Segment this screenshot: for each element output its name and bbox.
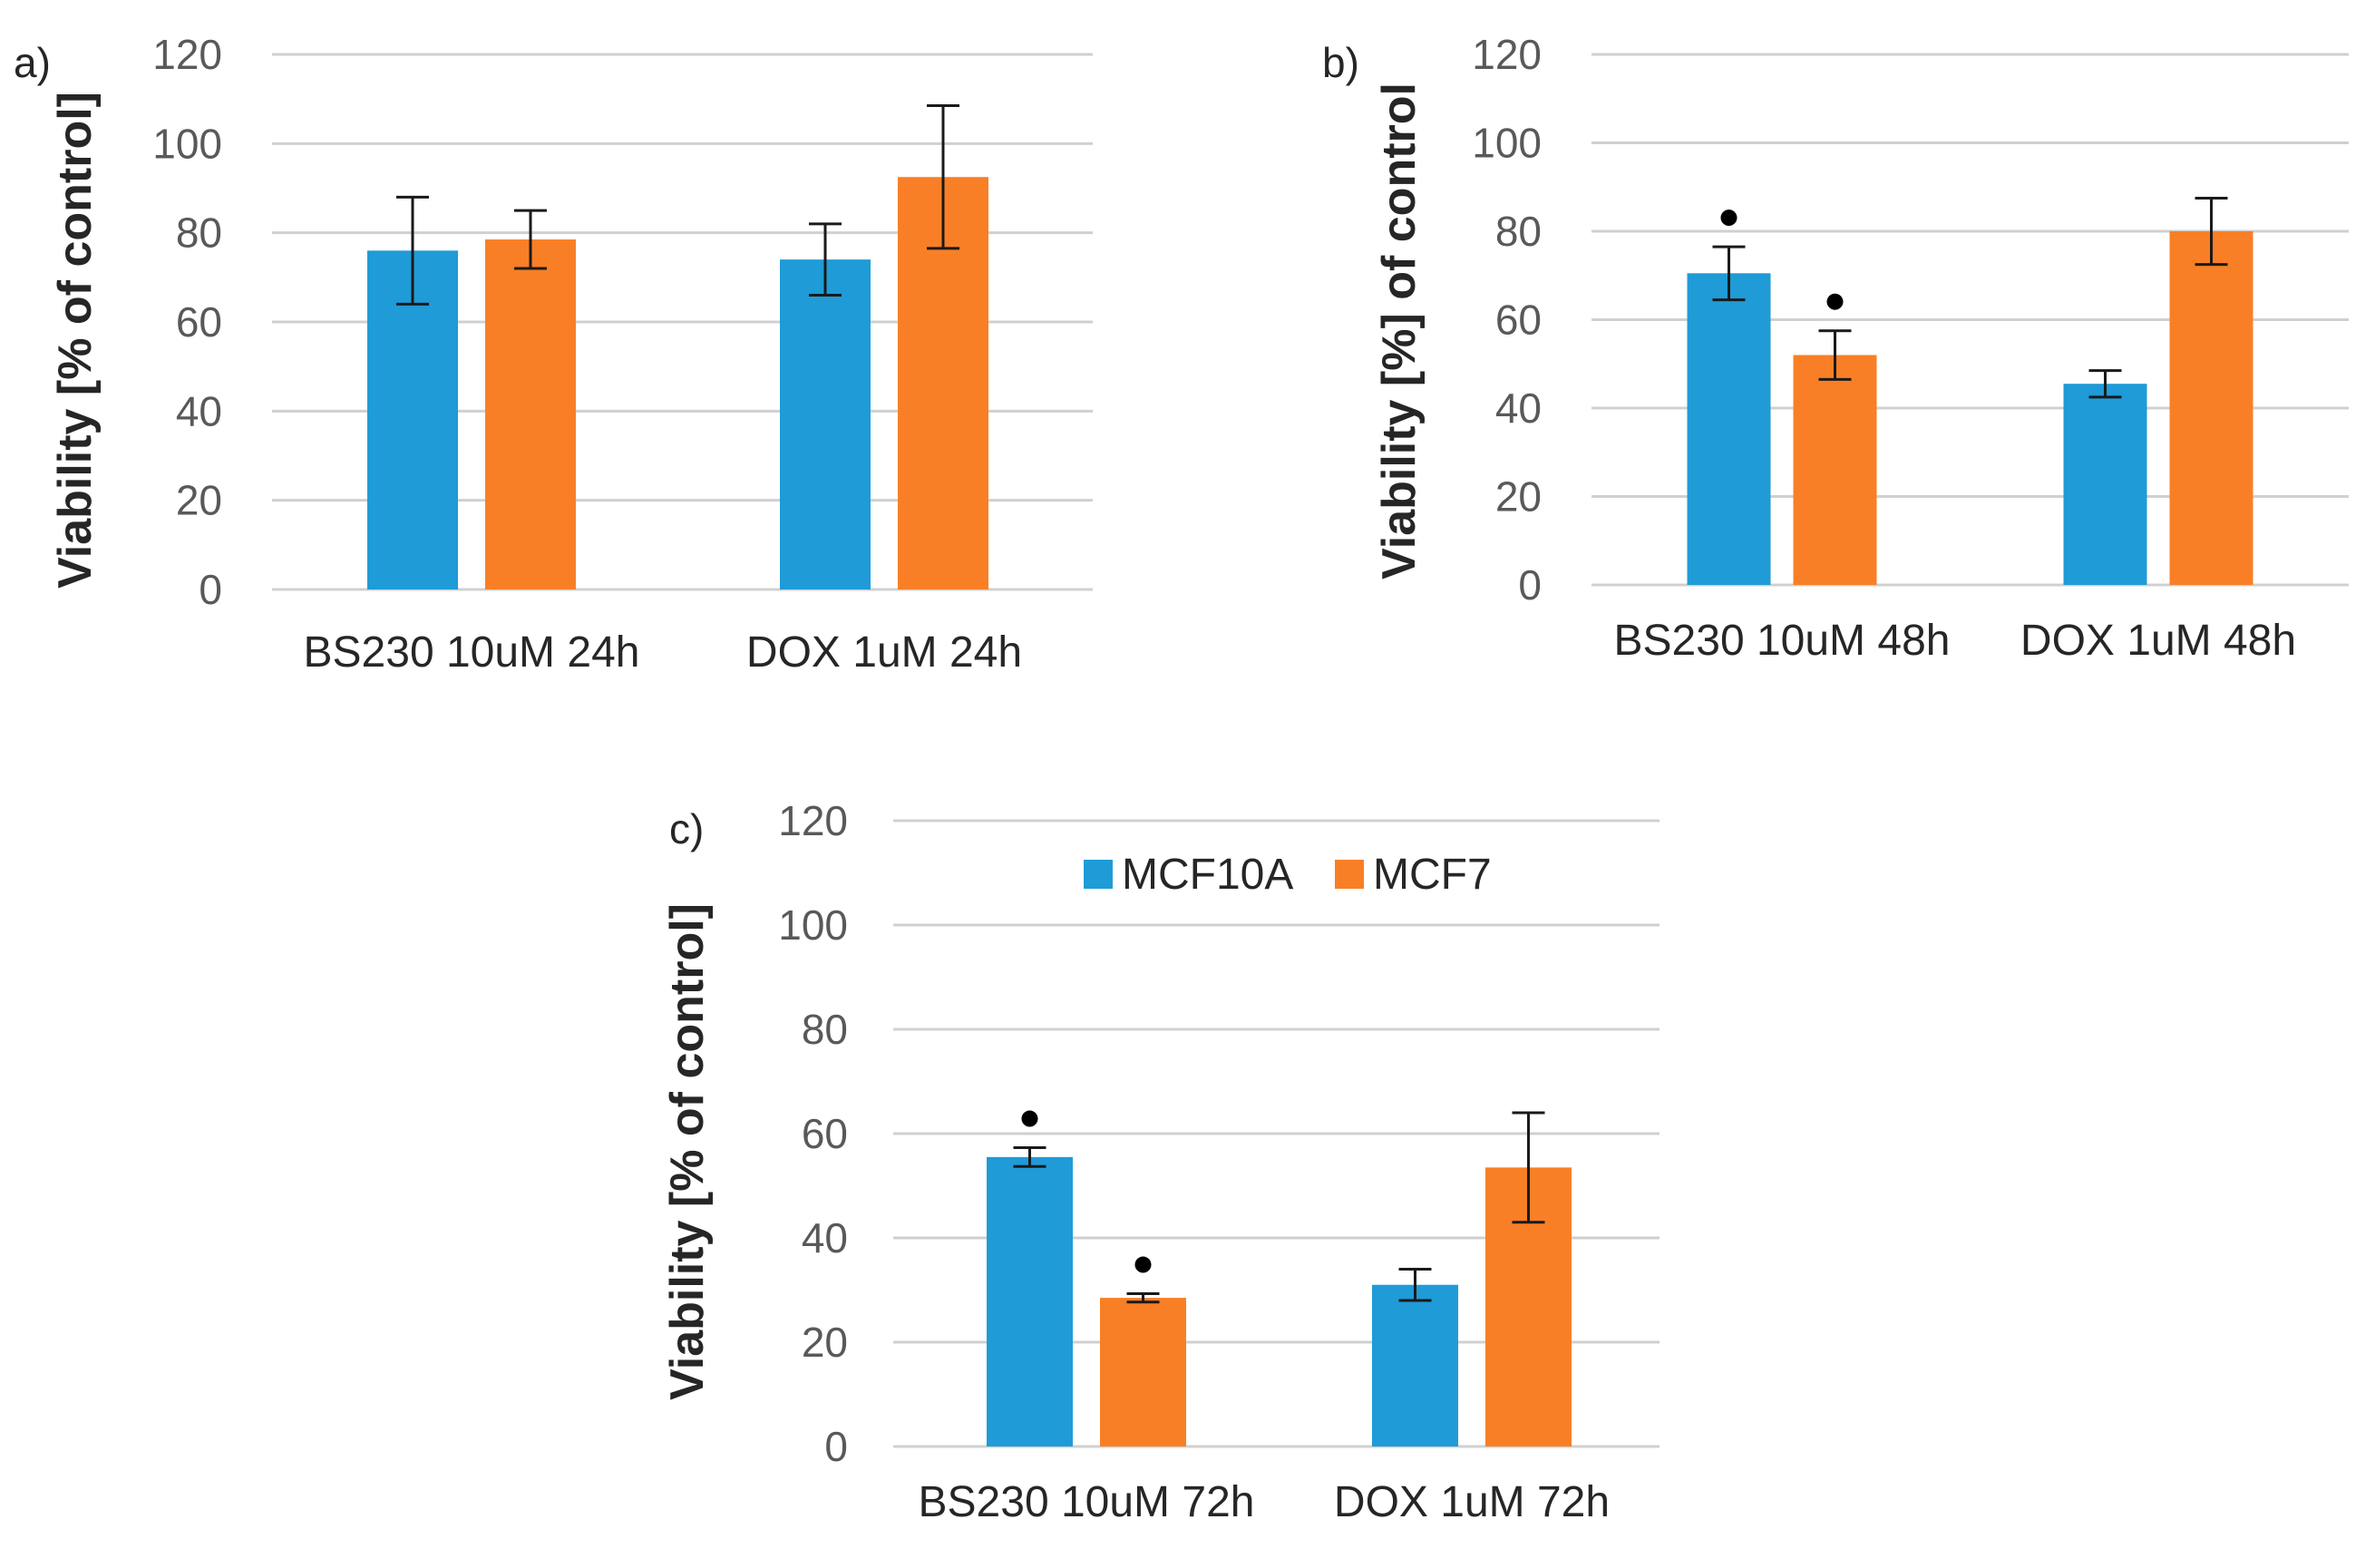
panel-label: b) — [1322, 39, 1359, 86]
y-axis-label: Viability [%] of control — [1373, 83, 1426, 579]
significance-dot — [1720, 209, 1737, 227]
x-category-label: BS230 10uM 48h — [1614, 617, 1951, 665]
significance-dot — [1134, 1256, 1152, 1273]
legend-swatch — [1335, 860, 1364, 889]
bar — [2063, 384, 2147, 585]
y-tick-label: 80 — [1495, 208, 1542, 255]
y-tick-label: 0 — [824, 1423, 848, 1470]
y-tick-label: 60 — [1495, 297, 1542, 344]
bar — [780, 259, 871, 589]
y-tick-label: 0 — [199, 566, 222, 613]
y-tick-label: 120 — [1472, 31, 1542, 78]
y-tick-label: 100 — [1472, 120, 1542, 167]
significance-dot — [1826, 293, 1844, 310]
y-axis-label: Viability [% of control] — [49, 92, 102, 589]
bar — [2169, 231, 2253, 585]
y-tick-label: 20 — [1495, 473, 1542, 521]
bar — [1687, 273, 1771, 585]
panel-label: a) — [14, 39, 51, 86]
significance-dot — [1021, 1110, 1038, 1127]
y-tick-label: 80 — [802, 1006, 848, 1053]
bar — [367, 250, 458, 589]
bar — [1100, 1298, 1186, 1446]
x-category-label: BS230 10uM 24h — [304, 628, 640, 677]
bar — [1372, 1284, 1458, 1446]
y-tick-label: 120 — [778, 797, 848, 844]
legend-swatch — [1084, 860, 1113, 889]
x-category-label: DOX 1uM 24h — [746, 628, 1022, 677]
panel-label: c) — [669, 805, 704, 852]
bar — [987, 1156, 1073, 1446]
y-tick-label: 20 — [176, 477, 222, 524]
y-tick-label: 80 — [176, 209, 222, 257]
y-tick-label: 100 — [152, 120, 222, 167]
x-category-label: DOX 1uM 72h — [1334, 1478, 1610, 1526]
y-tick-label: 40 — [802, 1214, 848, 1261]
legend-label: MCF7 — [1373, 851, 1492, 899]
y-tick-label: 100 — [778, 901, 848, 949]
chart-panel-2: 0 20 40 60 80 100 120 Viability [%] of control b… — [1322, 31, 2349, 665]
y-tick-label: 60 — [176, 298, 222, 346]
chart-panel-3: 0 20 40 60 80 100 120 Viability [% of control] c… — [661, 797, 1660, 1526]
y-axis-label: Viability [% of control] — [661, 903, 714, 1400]
chart-panel-1: 0 20 40 60 80 100 120 Viability [% of control] a… — [14, 31, 1093, 677]
bar — [1793, 355, 1877, 585]
y-tick-label: 40 — [1495, 385, 1542, 432]
y-tick-label: 40 — [176, 387, 222, 434]
x-category-label: DOX 1uM 48h — [2020, 617, 2296, 665]
x-category-label: BS230 10uM 72h — [919, 1478, 1255, 1526]
legend-label: MCF10A — [1122, 851, 1293, 899]
y-tick-label: 20 — [802, 1319, 848, 1366]
y-tick-label: 0 — [1518, 561, 1542, 609]
y-tick-label: 60 — [802, 1110, 848, 1157]
bar — [485, 239, 576, 589]
y-tick-label: 120 — [152, 31, 222, 78]
